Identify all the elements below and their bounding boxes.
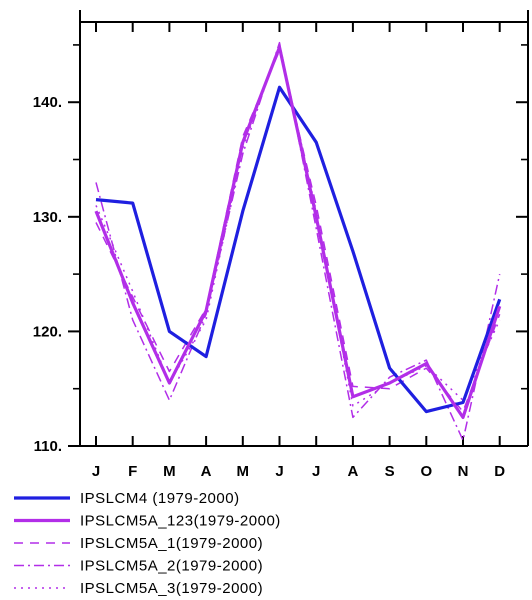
series-lines (94, 41, 502, 442)
series-line-2 (95, 49, 501, 413)
legend-label: IPSLCM5A_3(1979-2000) (80, 580, 263, 597)
x-tick-label: F (128, 463, 137, 480)
x-tick-label: O (420, 463, 432, 480)
series-line-0 (95, 85, 502, 414)
x-tick-label: J (275, 463, 283, 480)
legend-label: IPSLCM5A_1(1979-2000) (80, 535, 263, 552)
x-tick-label: J (92, 463, 100, 480)
y-axis-ticks (68, 44, 528, 447)
legend-label: IPSLCM5A_2(1979-2000) (80, 558, 263, 575)
y-tick-label: 140. (33, 94, 62, 111)
y-tick-label: 130. (33, 209, 62, 226)
y-axis-tick-labels: 110. 120. 130. 140. (33, 94, 62, 455)
y-tick-label: 110. (34, 438, 62, 455)
plot-frame (79, 10, 529, 447)
x-tick-label: M (163, 463, 176, 480)
x-tick-label: A (201, 463, 212, 480)
y-tick-label: 120. (33, 323, 62, 340)
legend: IPSLCM4 (1979-2000) IPSLCM5A_123(1979-200… (14, 490, 281, 597)
x-tick-label: D (494, 463, 505, 480)
legend-label: IPSLCM5A_123(1979-2000) (80, 513, 281, 530)
legend-label: IPSLCM4 (1979-2000) (80, 490, 240, 507)
x-tick-label: A (347, 463, 358, 480)
x-axis-ticks (95, 22, 501, 446)
x-tick-label: S (385, 463, 395, 480)
series-line-1 (94, 45, 502, 419)
x-tick-label: J (312, 463, 320, 480)
x-tick-label: M (237, 463, 250, 480)
x-tick-label: N (458, 463, 469, 480)
